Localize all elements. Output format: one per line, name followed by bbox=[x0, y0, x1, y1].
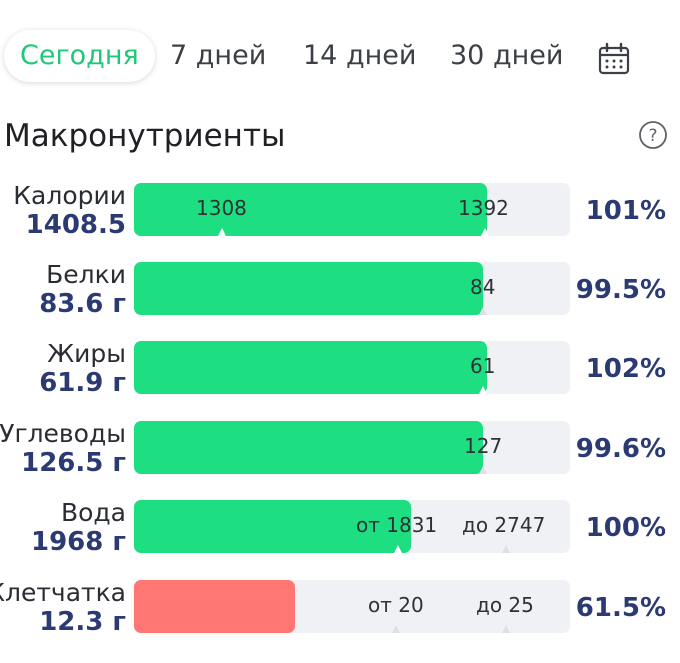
nutrient-value: 12.3 г bbox=[39, 607, 126, 637]
nutrient-percent: 99.6% bbox=[575, 434, 666, 464]
target-min-label: 1308 bbox=[196, 196, 247, 220]
nutrient-value: 1968 г bbox=[31, 527, 126, 557]
tab-14-days[interactable]: 14 дней bbox=[303, 40, 417, 71]
nutrient-row-fiber: Клетчатка 12.3 г от 20 до 25 61.5% bbox=[0, 578, 680, 640]
progress-bar: от 1831 до 2747 bbox=[134, 500, 570, 553]
calendar-icon[interactable] bbox=[596, 41, 632, 77]
progress-fill bbox=[134, 580, 296, 633]
period-tabs: Сегодня 7 дней 14 дней 30 дней bbox=[0, 0, 680, 110]
nutrient-row-carbs: Углеводы 126.5 г 127 99.6% bbox=[0, 419, 680, 481]
nutrient-row-calories: Калории 1408.5 1308 1392 101% bbox=[0, 181, 680, 243]
tab-today[interactable]: Сегодня bbox=[4, 30, 155, 82]
progress-fill bbox=[134, 341, 488, 394]
target-tick bbox=[479, 386, 487, 394]
progress-bar: 84 bbox=[134, 262, 570, 315]
nutrient-value: 126.5 г bbox=[21, 448, 126, 478]
nutrient-name: Клетчатка bbox=[0, 578, 126, 607]
nutrient-name: Вода bbox=[60, 498, 126, 527]
target-label: 61 bbox=[470, 354, 496, 378]
tab-30-days[interactable]: 30 дней bbox=[450, 40, 564, 71]
nutrient-percent: 101% bbox=[585, 196, 666, 226]
tab-7-days[interactable]: 7 дней bbox=[170, 40, 267, 71]
target-tick bbox=[479, 466, 487, 474]
target-max-tick bbox=[481, 228, 489, 236]
nutrient-percent: 99.5% bbox=[575, 275, 666, 305]
nutrient-value: 1408.5 bbox=[25, 210, 126, 240]
progress-bar: 1308 1392 bbox=[134, 183, 570, 236]
nutrient-percent: 102% bbox=[585, 354, 666, 384]
progress-fill bbox=[134, 183, 488, 236]
nutrient-row-fat: Жиры 61.9 г 61 102% bbox=[0, 339, 680, 401]
progress-bar: от 20 до 25 bbox=[134, 580, 570, 633]
target-label: 127 bbox=[464, 434, 503, 458]
progress-fill bbox=[134, 421, 483, 474]
target-min-tick bbox=[394, 545, 402, 553]
nutrient-name: Белки bbox=[46, 260, 126, 289]
nutrient-row-protein: Белки 83.6 г 84 99.5% bbox=[0, 260, 680, 322]
target-max-tick bbox=[502, 625, 510, 633]
target-min-tick bbox=[218, 228, 226, 236]
svg-text:?: ? bbox=[648, 126, 657, 146]
nutrient-name: Углеводы bbox=[0, 419, 126, 448]
target-tick bbox=[479, 307, 487, 315]
progress-fill bbox=[134, 262, 483, 315]
nutrient-percent: 100% bbox=[585, 513, 666, 543]
nutrient-percent: 61.5% bbox=[575, 593, 666, 623]
target-max-label: до 25 bbox=[476, 593, 534, 617]
progress-fill bbox=[134, 500, 411, 553]
nutrient-name: Жиры bbox=[47, 339, 126, 368]
progress-bar: 61 bbox=[134, 341, 570, 394]
progress-bar: 127 bbox=[134, 421, 570, 474]
target-min-tick bbox=[392, 625, 400, 633]
section-title: Макронутриенты bbox=[4, 118, 286, 154]
help-icon[interactable]: ? bbox=[638, 120, 668, 150]
nutrient-value: 83.6 г bbox=[39, 289, 126, 319]
target-max-label: до 2747 bbox=[462, 513, 546, 537]
target-max-label: 1392 bbox=[458, 196, 509, 220]
nutrient-row-water: Вода 1968 г от 1831 до 2747 100% bbox=[0, 498, 680, 560]
target-label: 84 bbox=[470, 275, 496, 299]
nutrient-value: 61.9 г bbox=[39, 368, 126, 398]
nutrient-name: Калории bbox=[13, 181, 126, 210]
target-min-label: от 1831 bbox=[356, 513, 438, 537]
target-max-tick bbox=[502, 545, 510, 553]
target-min-label: от 20 bbox=[368, 593, 424, 617]
